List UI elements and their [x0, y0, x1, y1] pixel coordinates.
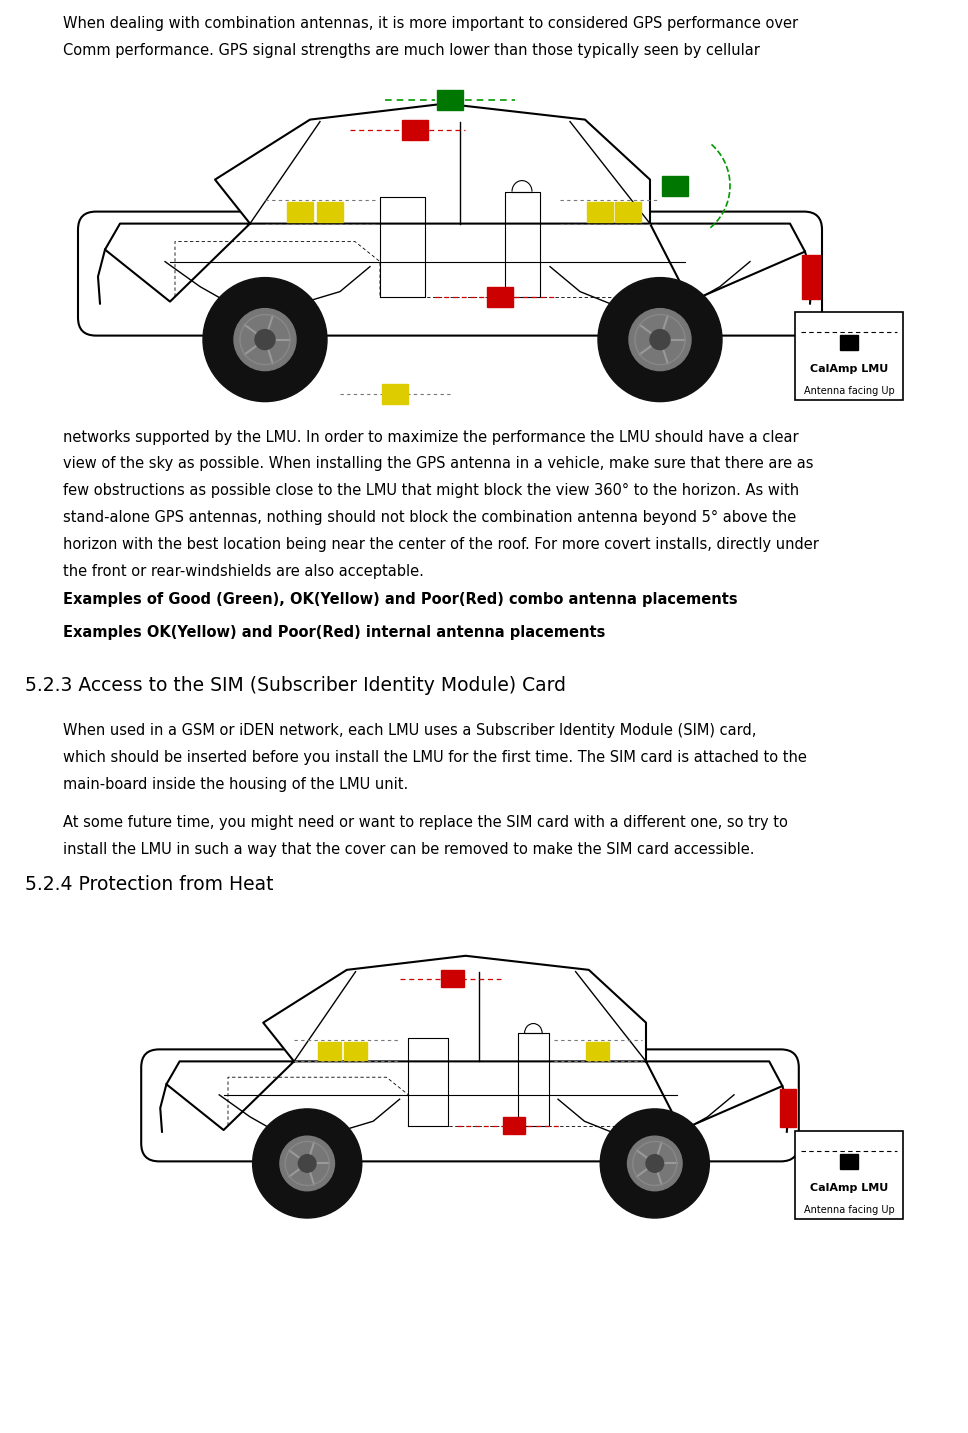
Text: stand-alone GPS antennas, nothing should not block the combination antenna beyon: stand-alone GPS antennas, nothing should… — [63, 510, 797, 524]
Text: When used in a GSM or iDEN network, each LMU uses a Subscriber Identity Module (: When used in a GSM or iDEN network, each… — [63, 724, 756, 738]
Circle shape — [600, 1109, 710, 1218]
Bar — [317, 202, 343, 222]
Bar — [802, 255, 820, 298]
Bar — [318, 1042, 341, 1059]
Bar — [382, 384, 408, 404]
Circle shape — [598, 278, 722, 401]
Bar — [402, 119, 428, 139]
Bar — [662, 176, 688, 195]
Circle shape — [203, 278, 327, 401]
Text: Comm performance. GPS signal strengths are much lower than those typically seen : Comm performance. GPS signal strengths a… — [63, 43, 760, 57]
Circle shape — [280, 1136, 335, 1191]
Text: few obstructions as possible close to the LMU that might block the view 360° to : few obstructions as possible close to th… — [63, 483, 800, 499]
Circle shape — [253, 1109, 362, 1218]
Bar — [587, 202, 613, 222]
Text: the front or rear-windshields are also acceptable.: the front or rear-windshields are also a… — [63, 563, 424, 579]
Bar — [441, 970, 464, 987]
Circle shape — [627, 1136, 682, 1191]
Circle shape — [298, 1155, 316, 1172]
Circle shape — [646, 1155, 664, 1172]
Circle shape — [234, 308, 296, 371]
FancyBboxPatch shape — [141, 1049, 799, 1161]
Bar — [840, 1154, 858, 1169]
Text: networks supported by the LMU. In order to maximize the performance the LMU shou: networks supported by the LMU. In order … — [63, 430, 799, 444]
Text: horizon with the best location being near the center of the roof. For more cover: horizon with the best location being nea… — [63, 537, 819, 552]
Bar — [795, 311, 903, 400]
Text: CalAmp LMU: CalAmp LMU — [810, 1184, 888, 1194]
Bar — [345, 1042, 367, 1059]
Text: Examples of Good (Green), OK(Yellow) and Poor(Red) combo antenna placements: Examples of Good (Green), OK(Yellow) and… — [63, 592, 738, 608]
Text: When dealing with combination antennas, it is more important to considered GPS p: When dealing with combination antennas, … — [63, 16, 799, 32]
Bar — [487, 287, 513, 307]
Bar — [287, 202, 313, 222]
Circle shape — [255, 330, 275, 350]
Polygon shape — [105, 224, 250, 301]
Polygon shape — [650, 224, 805, 301]
Text: CalAmp LMU: CalAmp LMU — [810, 364, 888, 374]
Text: install the LMU in such a way that the cover can be removed to make the SIM card: install the LMU in such a way that the c… — [63, 843, 754, 857]
Bar — [502, 1116, 526, 1135]
Bar — [840, 334, 858, 350]
Text: Antenna facing Up: Antenna facing Up — [803, 385, 894, 396]
Polygon shape — [263, 956, 646, 1062]
Text: Examples OK(Yellow) and Poor(Red) internal antenna placements: Examples OK(Yellow) and Poor(Red) intern… — [63, 625, 605, 641]
Circle shape — [629, 308, 691, 371]
Bar — [795, 1131, 903, 1219]
Polygon shape — [166, 1062, 294, 1131]
Polygon shape — [215, 103, 650, 224]
Bar — [437, 90, 463, 109]
FancyBboxPatch shape — [78, 212, 822, 335]
Text: main-board inside the housing of the LMU unit.: main-board inside the housing of the LMU… — [63, 777, 408, 791]
Text: 5.2.3 Access to the SIM (Subscriber Identity Module) Card: 5.2.3 Access to the SIM (Subscriber Iden… — [25, 676, 566, 695]
Bar — [587, 1042, 609, 1059]
Text: which should be inserted before you install the LMU for the first time. The SIM : which should be inserted before you inst… — [63, 749, 807, 765]
Bar — [780, 1089, 796, 1128]
Polygon shape — [646, 1062, 782, 1131]
Text: 5.2.4 Protection from Heat: 5.2.4 Protection from Heat — [25, 876, 274, 894]
Text: Antenna facing Up: Antenna facing Up — [803, 1205, 894, 1215]
Bar — [615, 202, 641, 222]
Text: At some future time, you might need or want to replace the SIM card with a diffe: At some future time, you might need or w… — [63, 815, 788, 830]
Circle shape — [650, 330, 670, 350]
Text: view of the sky as possible. When installing the GPS antenna in a vehicle, make : view of the sky as possible. When instal… — [63, 456, 813, 471]
